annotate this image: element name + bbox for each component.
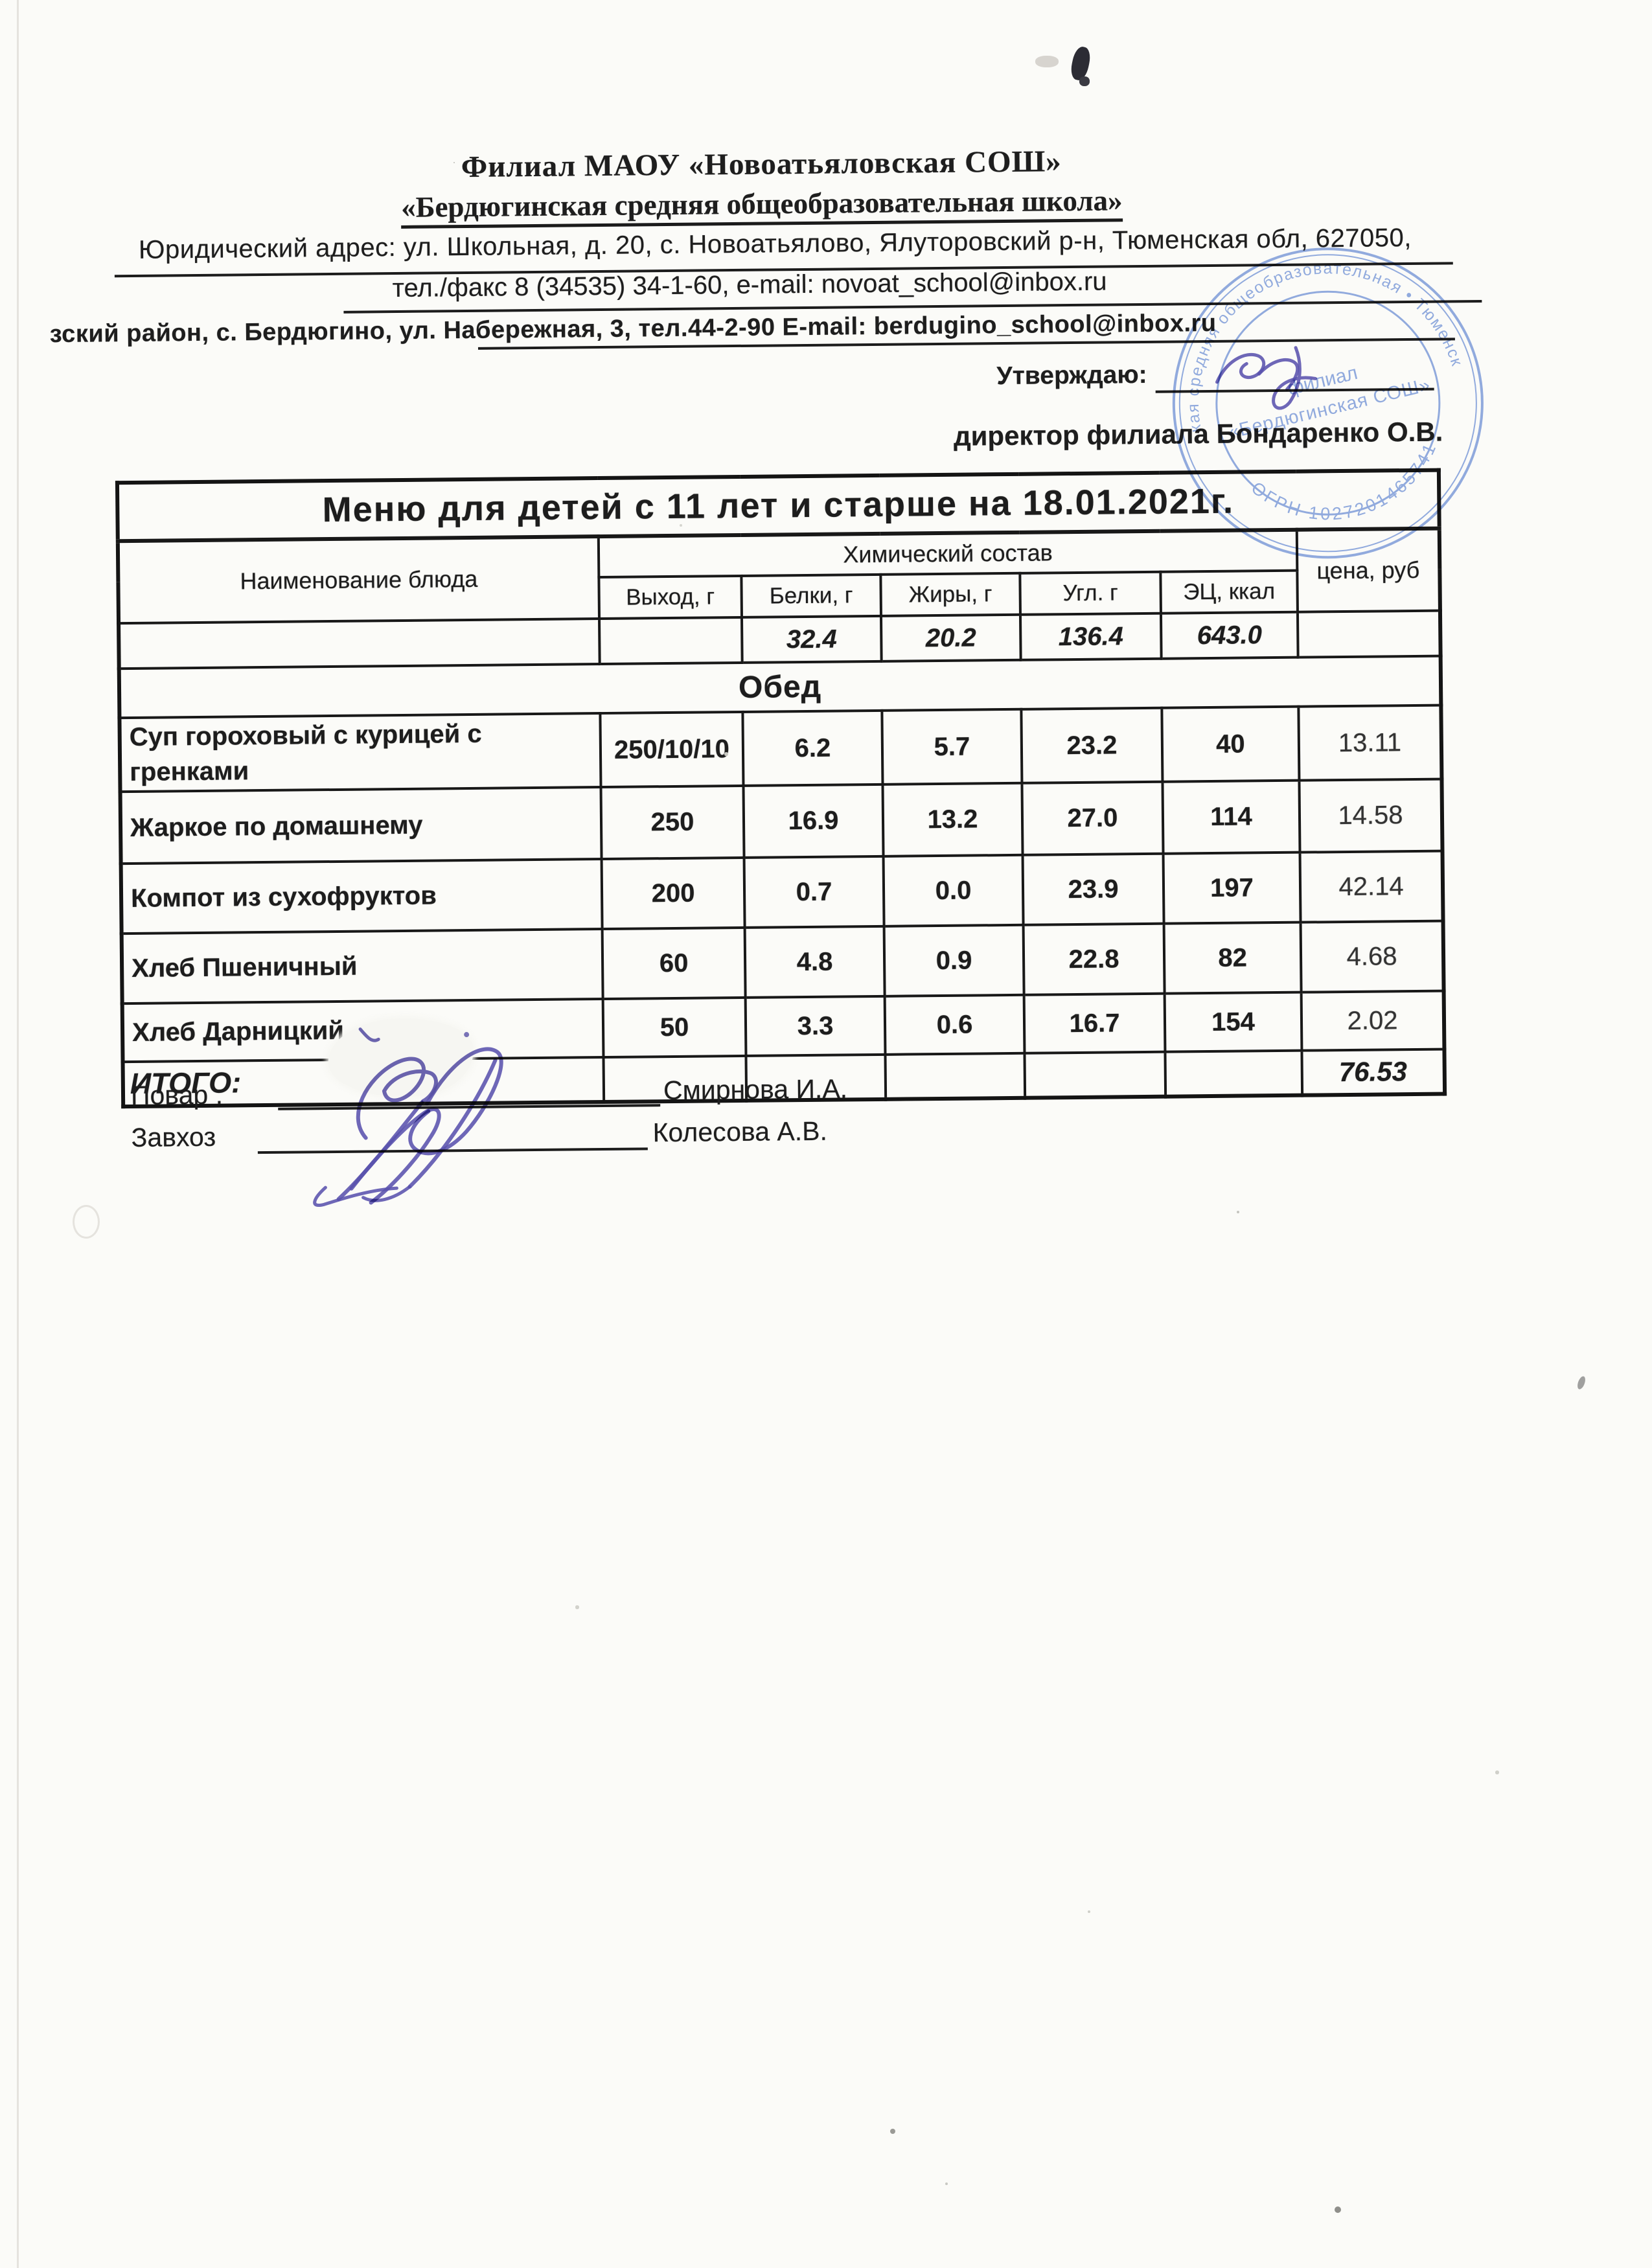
out-cell: 60 [602,927,746,1000]
fat-cell: 13.2 [882,783,1023,856]
col-header-dish: Наименование блюда [117,536,600,624]
scan-noise [453,162,455,163]
total-empty [1024,1051,1166,1098]
out-cell: 250/10/10 [600,711,744,788]
kcal-cell: 197 [1163,852,1301,924]
dish-name-cell: Суп гороховый с курицей с гренками [119,713,601,792]
summary-price [1297,610,1441,658]
col-header-kcal: ЭЦ, ккал [1160,570,1298,613]
price-cell: 14.58 [1299,779,1443,853]
total-price: 76.53 [1302,1049,1445,1095]
out-cell: 50 [602,997,746,1058]
kcal-cell: 154 [1164,992,1302,1052]
approve-signature [1215,346,1317,410]
svg-text:ОГРН 1027201465741: ОГРН 1027201465741 [1245,435,1452,544]
stamp-ogrn-text: ОГРН 1027201465741 [1245,435,1452,544]
carb-cell: 16.7 [1024,993,1165,1053]
scanner-edge-artifact [17,0,19,2268]
fat-cell: 0.0 [883,854,1024,926]
protein-cell: 16.9 [743,784,884,858]
protein-cell: 3.3 [745,996,886,1056]
carb-cell: 22.8 [1023,923,1165,995]
carb-cell: 23.9 [1022,853,1164,925]
table-row: Суп гороховый с курицей с гренками 250/1… [119,705,1442,792]
cook-name: Смирнова И.А. [663,1073,848,1106]
scan-speck [1335,2206,1341,2213]
price-cell: 2.02 [1301,991,1445,1051]
summary-fat: 20.2 [880,614,1021,661]
dish-name-cell: Компот из сухофруктов [120,859,602,934]
carb-cell: 23.2 [1021,707,1163,783]
out-cell: 200 [601,857,745,930]
carb-cell: 27.0 [1022,781,1164,855]
price-cell: 4.68 [1300,921,1444,992]
table-row: Хлеб Пшеничный 60 4.8 0.9 22.8 82 4.68 [121,921,1444,1004]
summary-carb: 136.4 [1020,613,1162,660]
col-header-carb: Угл. г [1020,571,1161,615]
org-title-line2-text: «Бердюгинская средняя общеобразовательна… [400,184,1123,229]
col-header-out: Выход, г [599,575,742,619]
col-header-protein: Белки, г [741,574,881,617]
summary-empty [119,619,600,669]
scan-speck [73,1205,100,1239]
smudge-artifact [1035,56,1059,67]
ink-blot-artifact [1079,76,1090,86]
total-empty [1165,1050,1303,1097]
total-empty [885,1053,1026,1099]
summary-protein: 32.4 [741,615,882,663]
price-cell: 42.14 [1300,851,1443,922]
dish-name-cell: Жаркое по домашнему [120,787,602,864]
table-row: Жаркое по домашнему 250 16.9 13.2 27.0 1… [120,779,1443,864]
fat-cell: 0.6 [884,994,1025,1055]
steward-signature [313,1100,441,1207]
steward-name: Колесова А.В. [652,1116,828,1148]
protein-cell: 6.2 [742,710,883,786]
kcal-cell: 82 [1164,922,1302,994]
fat-cell: 5.7 [882,709,1022,785]
school-round-stamp: Бердюгинская средняя общеобразовательная… [1160,235,1484,559]
out-cell: 250 [601,785,744,860]
summary-out [599,617,742,665]
cook-label: Повар : [130,1079,224,1111]
scan-speck [890,2129,895,2134]
approve-label: Утверждаю: [996,360,1147,391]
kcal-cell: 114 [1162,780,1300,854]
summary-kcal: 643.0 [1160,612,1298,659]
cook-signature [356,1027,503,1202]
price-cell: 13.11 [1298,705,1442,781]
col-header-fat: Жиры, г [880,573,1020,616]
fat-cell: 0.9 [884,924,1024,996]
steward-label: Завхоз [131,1121,216,1153]
protein-cell: 0.7 [744,856,884,928]
dish-name-cell: Хлеб Пшеничный [121,929,603,1004]
kcal-cell: 40 [1162,706,1300,782]
protein-cell: 4.8 [744,926,885,998]
table-row: Компот из сухофруктов 200 0.7 0.0 23.9 1… [120,851,1443,934]
